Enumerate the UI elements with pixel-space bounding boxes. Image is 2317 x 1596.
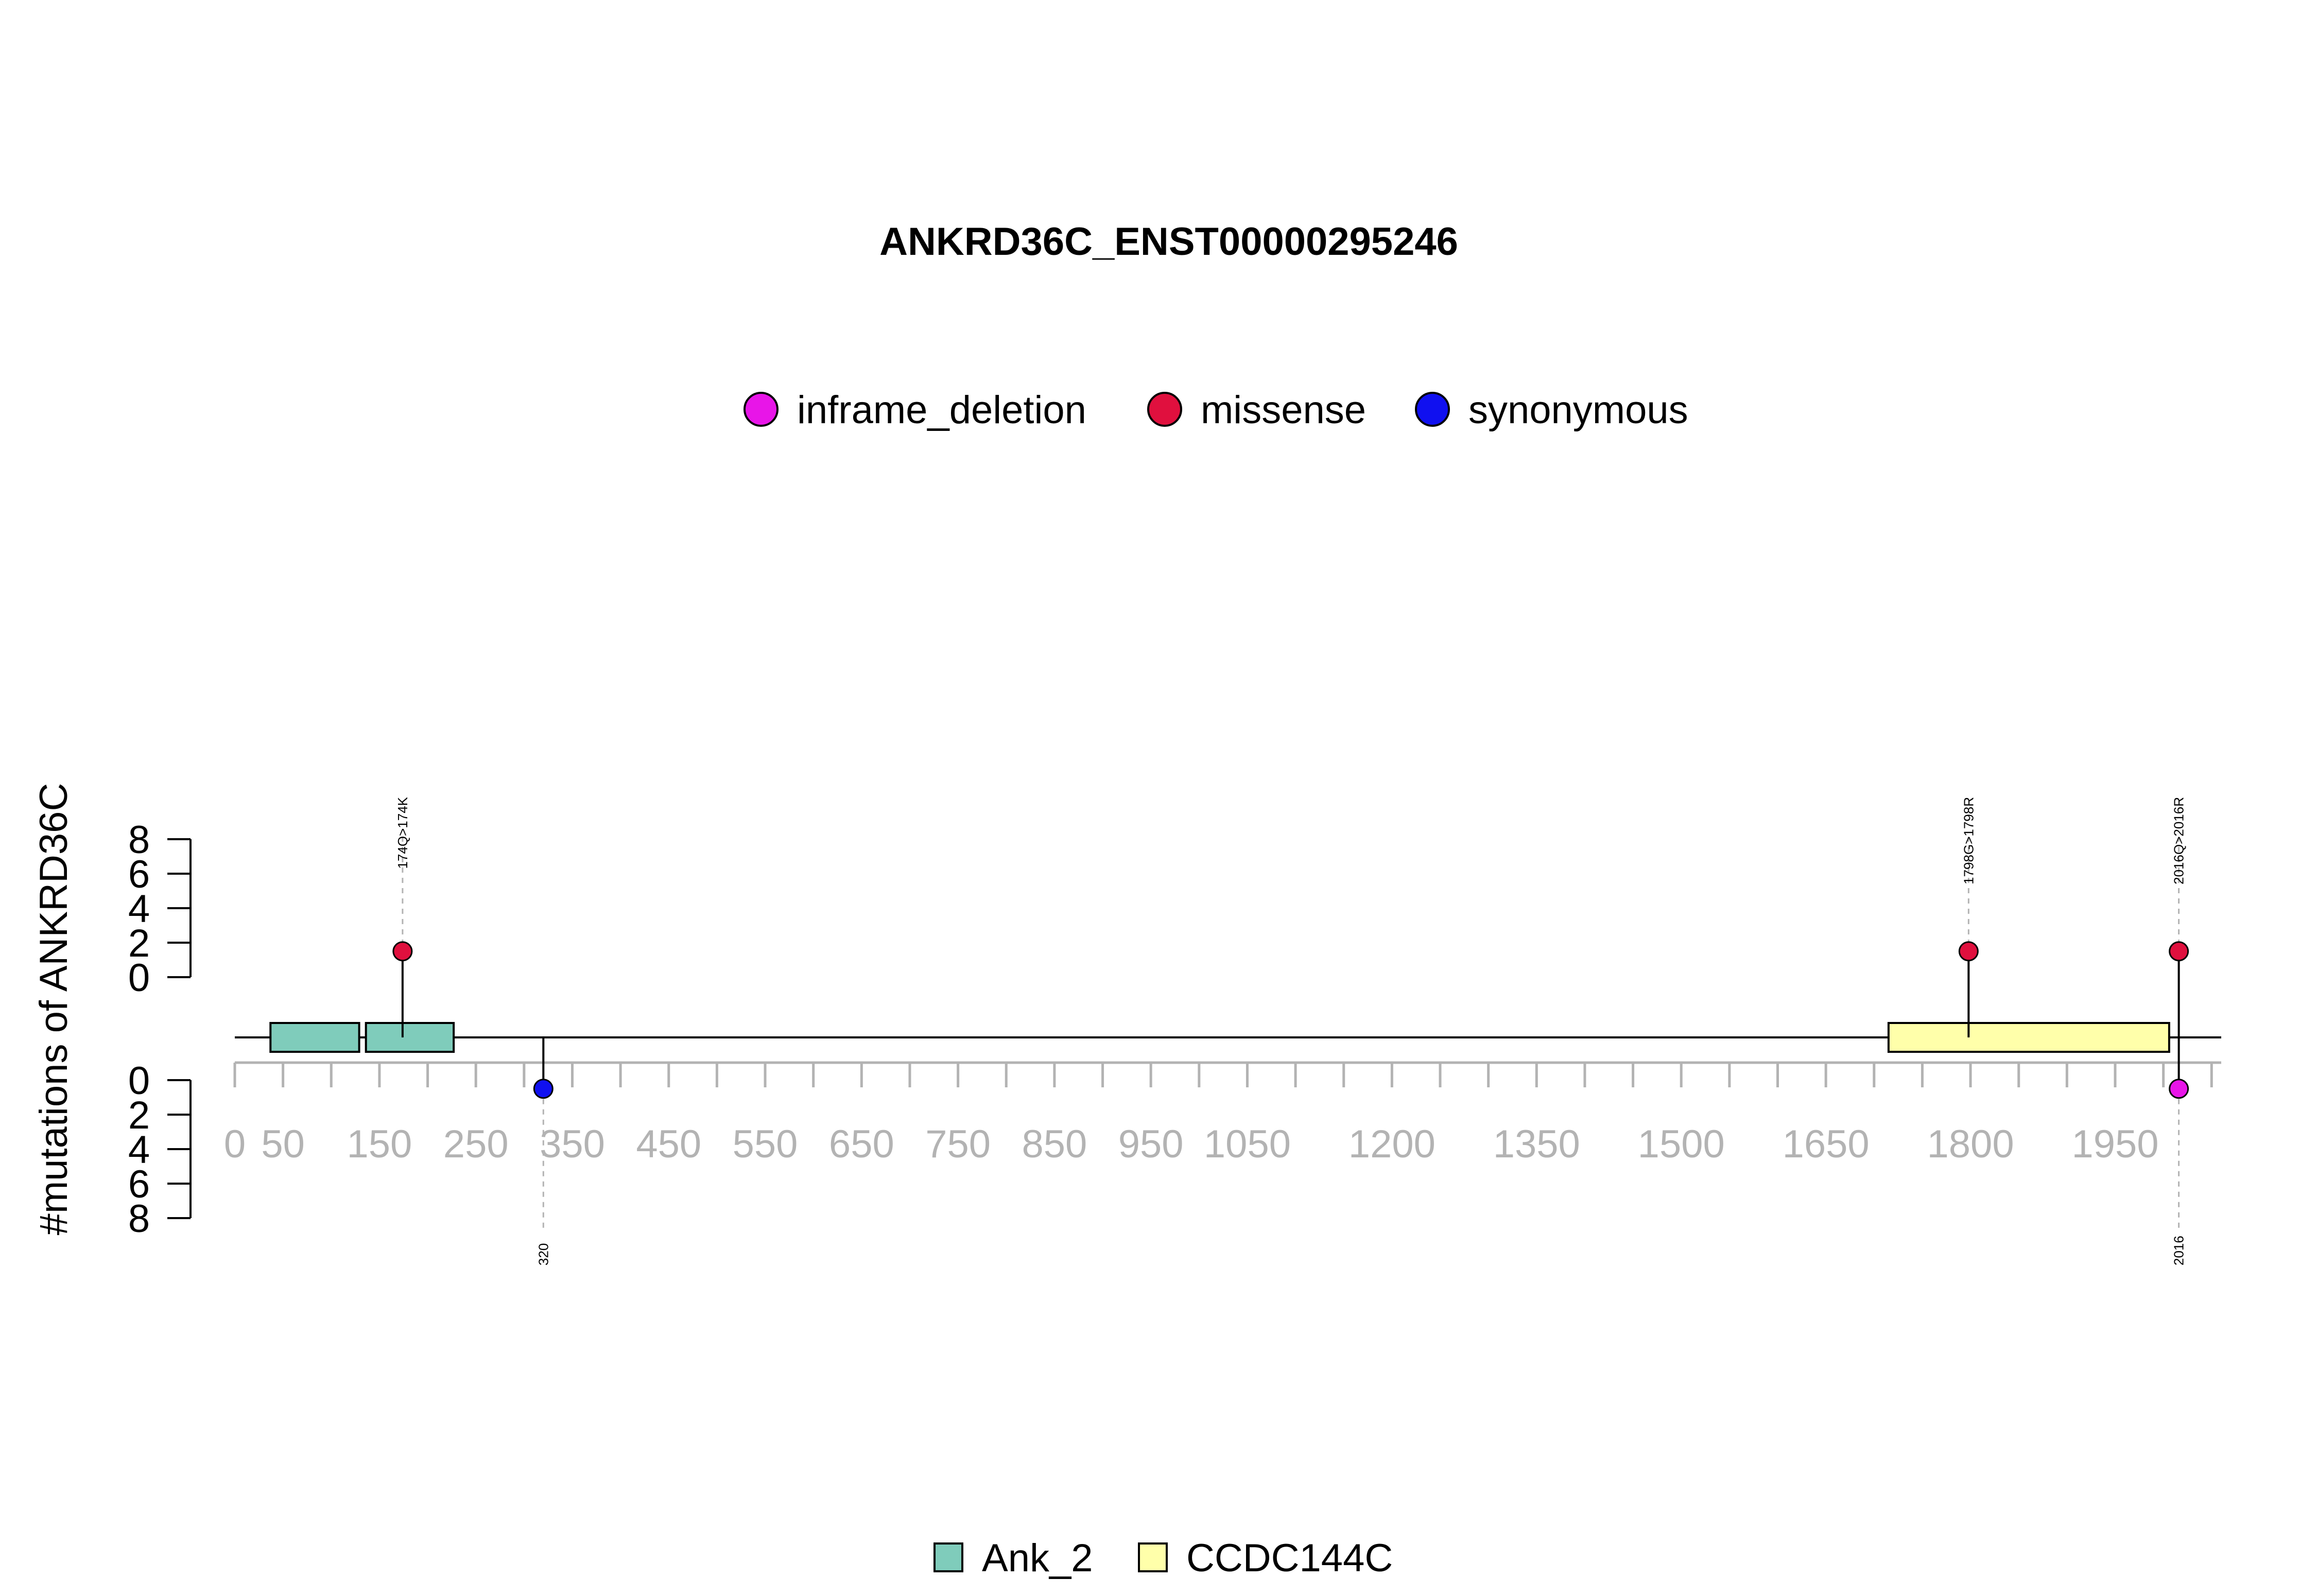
x-tick-label: 50 <box>261 1122 305 1166</box>
mutation-inframe_deletion-dot <box>2169 1079 2189 1099</box>
x-tick-label: 850 <box>1022 1122 1087 1166</box>
x-tick-label: 350 <box>540 1122 605 1166</box>
x-tick-label: 250 <box>443 1122 509 1166</box>
legend-missense-label: missense <box>1201 388 1366 432</box>
y-axis-label: #mutations of ANKRD36C <box>32 783 76 1236</box>
legend-missense-marker <box>1147 392 1182 427</box>
x-tick-label: 950 <box>1118 1122 1184 1166</box>
x-tick-label: 1800 <box>1927 1122 2014 1166</box>
x-tick-label: 150 <box>347 1122 412 1166</box>
y-tick-label-top: 8 <box>128 818 150 862</box>
domain-legend-Ank_2-swatch <box>933 1542 963 1572</box>
mutation-label: 320 <box>535 1243 551 1265</box>
x-tick-label: 0 <box>224 1122 246 1166</box>
x-tick-label: 550 <box>733 1122 798 1166</box>
x-tick-label: 750 <box>925 1122 991 1166</box>
y-tick-label-top: 4 <box>128 887 150 931</box>
legend-synonymous-marker <box>1415 392 1450 427</box>
x-axis: 0 50 150 250 350 450 550 650 750 850 950 1050 1200 13… <box>224 1061 2221 1166</box>
domain-Ank_2 <box>365 1022 455 1053</box>
mutation-label: 174Q>174K <box>395 796 410 869</box>
x-tick-label: 1350 <box>1493 1122 1580 1166</box>
mutation-missense-dot <box>1958 941 1979 962</box>
legend-inframe_deletion-marker <box>743 392 779 427</box>
mutation-synonymous-dot <box>533 1079 554 1099</box>
y-tick-label-top: 6 <box>128 853 150 896</box>
domain-legend: Ank_2 CCDC144C <box>933 1536 1393 1580</box>
legend-inframe_deletion-label: inframe_deletion <box>797 388 1086 432</box>
mutation-lollipops: 174Q>174K 1798G>1798R 2016Q>2016R 320 2016 <box>392 796 2189 1265</box>
mutation-label: 2016 <box>2171 1236 2187 1265</box>
y-tick-label-bottom: 6 <box>128 1163 150 1206</box>
mutation-missense-dot <box>392 941 413 962</box>
x-tick-label: 650 <box>829 1122 894 1166</box>
x-tick-label: 450 <box>636 1122 701 1166</box>
mutation-label: 1798G>1798R <box>1961 797 1976 884</box>
domain-legend-Ank_2-label: Ank_2 <box>982 1536 1093 1580</box>
x-tick-label: 1500 <box>1638 1122 1725 1166</box>
domain-Ank_2 <box>269 1022 360 1053</box>
mutation-missense-dot <box>2169 941 2189 962</box>
domain-legend-CCDC144C-label: CCDC144C <box>1186 1536 1393 1580</box>
y-tick-label-top: 2 <box>128 922 150 965</box>
protein-backbone <box>235 1022 2221 1053</box>
x-tick-label: 1050 <box>1204 1122 1291 1166</box>
chart-title: ANKRD36C_ENST00000295246 <box>879 220 1458 264</box>
x-tick-label: 1950 <box>2071 1122 2158 1166</box>
mutation-legend: inframe_deletion missense synonymous <box>743 388 1688 432</box>
domain-legend-CCDC144C-swatch <box>1138 1542 1168 1572</box>
x-tick-label: 1650 <box>1783 1122 1870 1166</box>
legend-synonymous-label: synonymous <box>1468 388 1688 432</box>
y-tick-label-bottom: 0 <box>128 1059 150 1103</box>
mutation-label: 2016Q>2016R <box>2171 797 2187 884</box>
x-tick-label: 1200 <box>1348 1122 1436 1166</box>
y-tick-label-top: 0 <box>128 956 150 1000</box>
domain-CCDC144C <box>1887 1022 2170 1053</box>
y-tick-label-bottom: 8 <box>128 1197 150 1241</box>
y-tick-label-bottom: 4 <box>128 1128 150 1172</box>
y-tick-label-bottom: 2 <box>128 1094 150 1137</box>
